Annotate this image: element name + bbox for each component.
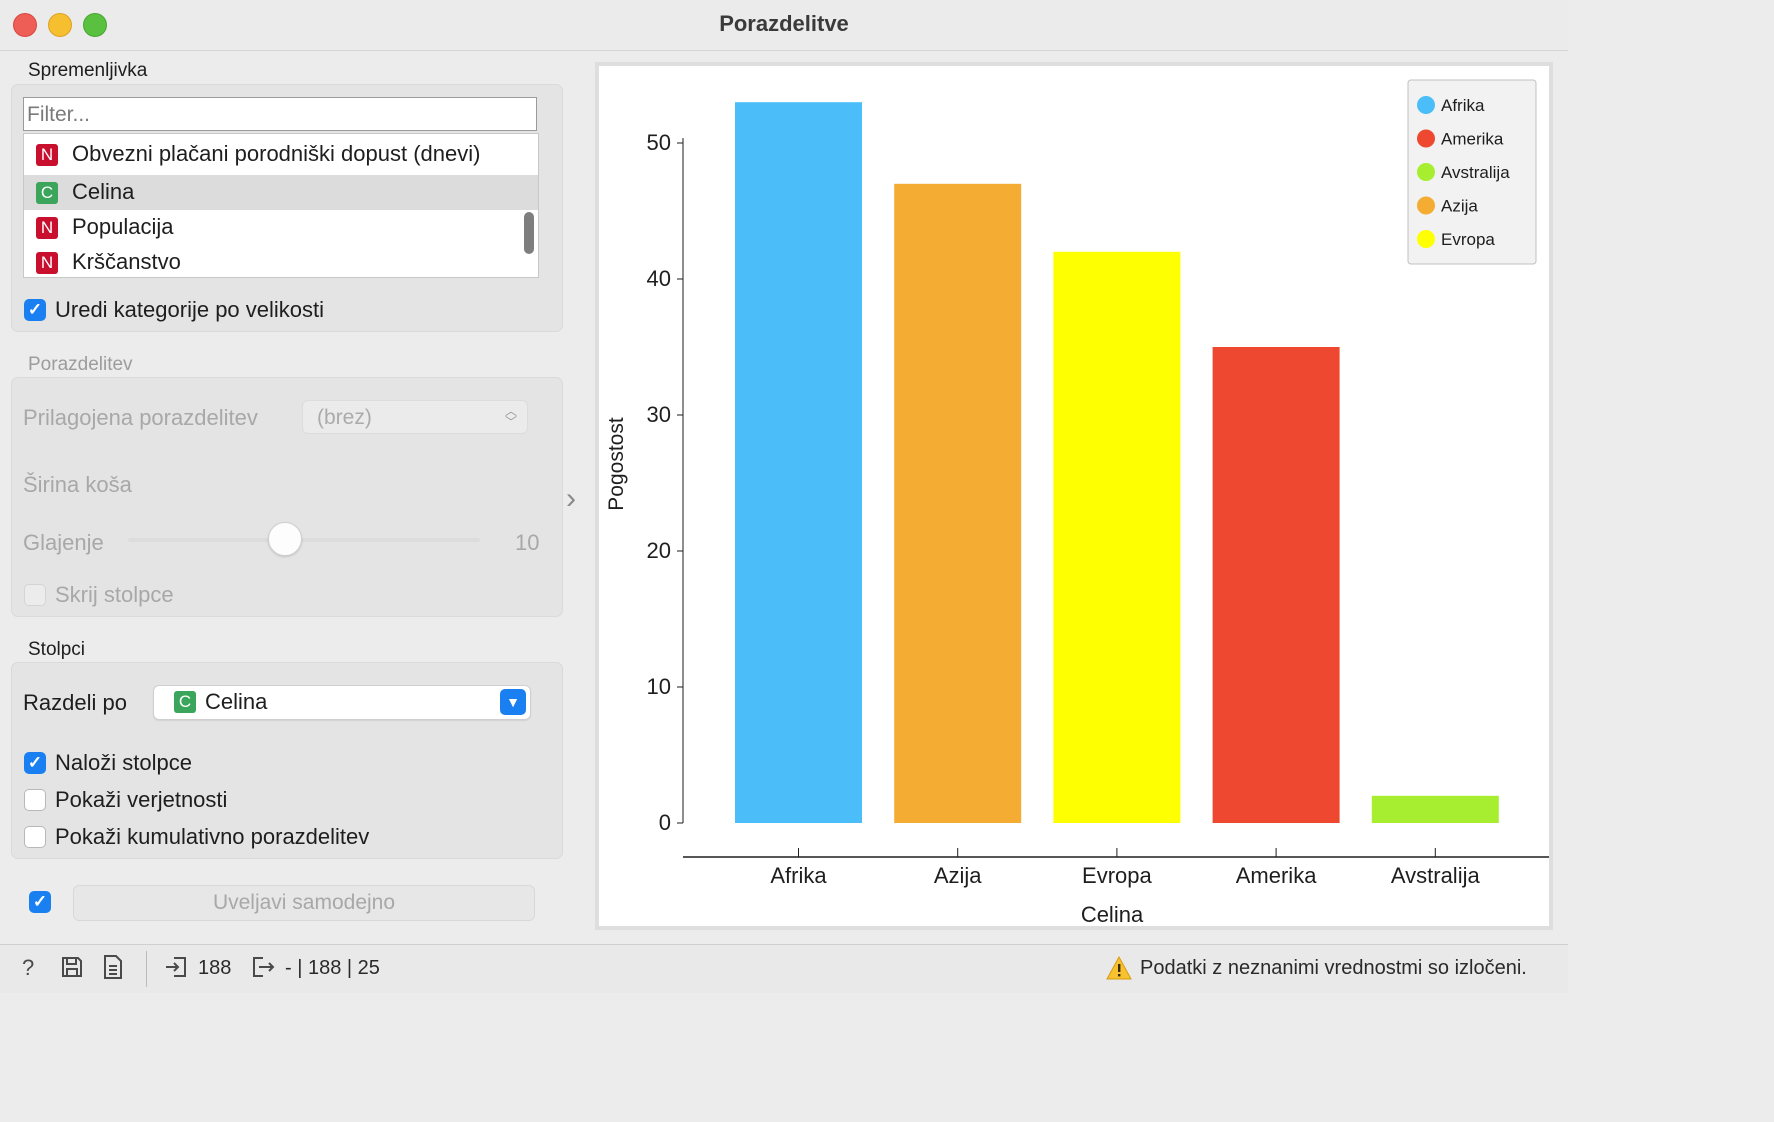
bar-azija <box>894 183 1022 824</box>
x-tick-label: Avstralija <box>1391 863 1481 888</box>
apply-button[interactable]: Uveljavi samodejno <box>73 885 535 921</box>
categorical-type-icon: C <box>174 691 196 713</box>
bar-chart[interactable]: 0 10 20 30 40 50 Pogostost Afrika Azija Evropa Ame… <box>599 66 1549 926</box>
stack-bars-checkbox[interactable]: ✓ <box>24 752 46 774</box>
chevron-down-icon[interactable]: ▼ <box>500 689 526 715</box>
updown-chevron-icon: ︿ ﹀ <box>504 404 517 429</box>
input-count: 188 <box>198 957 232 979</box>
input-icon <box>164 955 188 985</box>
stack-bars-label: Naloži stolpce <box>55 750 192 775</box>
list-item-label: Populacija <box>72 214 174 239</box>
status-separator <box>146 951 147 987</box>
sort-categories-checkbox[interactable]: ✓ <box>24 299 46 321</box>
y-tick-label: 20 <box>647 538 671 563</box>
smoothing-value: 10 <box>515 530 540 555</box>
filter-input[interactable]: Filter... <box>23 97 537 131</box>
title-bar: Porazdelitve <box>0 0 1568 51</box>
smoothing-slider-track[interactable] <box>128 538 480 542</box>
smoothing-slider-handle[interactable] <box>268 522 302 556</box>
x-tick-label: Azija <box>934 863 982 888</box>
legend-label: Avstralija <box>1441 163 1510 182</box>
list-item[interactable]: N Krščanstvo <box>24 245 538 277</box>
legend-box <box>1407 79 1537 265</box>
save-icon[interactable] <box>60 955 84 985</box>
output-summary: - | 188 | 25 <box>285 957 380 979</box>
show-probabilities-checkbox[interactable] <box>24 789 46 811</box>
close-window-button[interactable] <box>13 13 37 37</box>
y-axis-title: Pogostost <box>605 417 628 511</box>
output-icon <box>251 955 277 985</box>
y-tick-label: 50 <box>647 130 671 155</box>
custom-distribution-label: Prilagojena porazdelitev <box>23 405 258 430</box>
list-item[interactable]: N Obvezni plačani porodniški dopust (dne… <box>24 137 538 172</box>
bar-avstralija <box>1371 795 1499 823</box>
bar-amerika <box>1212 347 1340 823</box>
legend-swatch-amerika <box>1417 129 1435 148</box>
chart-pane: 0 10 20 30 40 50 Pogostost Afrika Azija Evropa Ame… <box>595 62 1553 930</box>
numeric-type-icon: N <box>36 252 58 274</box>
legend-swatch-avstralija <box>1417 163 1435 181</box>
variable-list[interactable]: N Obvezni plačani porodniški dopust (dne… <box>23 133 539 278</box>
numeric-type-icon: N <box>36 217 58 239</box>
list-item-selected[interactable]: C Celina <box>24 175 538 210</box>
list-item-label: Krščanstvo <box>72 249 181 274</box>
legend-swatch-azija <box>1417 196 1435 215</box>
distribution-section-title: Porazdelitev <box>28 354 133 375</box>
window-title: Porazdelitve <box>719 11 849 36</box>
split-by-select[interactable]: C Celina ▼ <box>153 685 531 720</box>
split-by-value: Celina <box>205 689 268 714</box>
y-tick-label: 10 <box>647 674 671 699</box>
bar-afrika <box>735 102 862 823</box>
hide-bars-label: Skrij stolpce <box>55 582 174 607</box>
warning-icon <box>1106 956 1132 980</box>
legend-label: Azija <box>1441 197 1478 216</box>
cumulative-label: Pokaži kumulativno porazdelitev <box>55 824 370 849</box>
show-probabilities-label: Pokaži verjetnosti <box>55 787 228 812</box>
hide-bars-checkbox[interactable] <box>24 584 46 606</box>
list-item-label: Obvezni plačani porodniški dopust (dnevi… <box>72 141 481 166</box>
legend-label: Amerika <box>1441 130 1504 149</box>
x-tick-label: Afrika <box>770 863 827 888</box>
columns-section-title: Stolpci <box>28 639 86 660</box>
legend-label: Evropa <box>1441 230 1495 249</box>
custom-distribution-select[interactable]: (brez) ︿ ﹀ <box>302 400 528 434</box>
bar-evropa <box>1053 251 1181 824</box>
x-tick-label: Evropa <box>1082 863 1152 888</box>
x-axis-title: Celina <box>1081 902 1144 926</box>
auto-apply-checkbox[interactable]: ✓ <box>29 891 51 913</box>
legend-swatch-afrika <box>1417 96 1435 114</box>
x-tick-label: Amerika <box>1236 863 1317 888</box>
sort-categories-label: Uredi kategorije po velikosti <box>55 297 325 322</box>
split-by-label: Razdeli po <box>23 690 127 715</box>
chevron-right-icon[interactable]: › <box>566 482 576 515</box>
list-item-label: Celina <box>72 179 135 204</box>
y-tick-label: 40 <box>647 266 671 291</box>
warning-text: Podatki z neznanimi vrednostmi so izloče… <box>1140 957 1527 979</box>
custom-distribution-value: (brez) <box>317 406 372 429</box>
status-bar: ? 188 - | 188 | 25 Podatki z neznanimi v… <box>0 944 1568 993</box>
y-tick-label: 0 <box>659 810 671 835</box>
list-item[interactable]: N Populacija <box>24 210 538 245</box>
bin-width-label: Širina koša <box>23 472 132 497</box>
variable-section-title: Spremenljivka <box>28 60 148 81</box>
help-icon[interactable]: ? <box>22 955 35 980</box>
cumulative-checkbox[interactable] <box>24 826 46 848</box>
numeric-type-icon: N <box>36 144 58 166</box>
categorical-type-icon: C <box>36 182 58 204</box>
smoothing-label: Glajenje <box>23 530 104 555</box>
legend-label: Afrika <box>1441 96 1485 115</box>
y-tick-label: 30 <box>647 402 671 427</box>
legend-swatch-evropa <box>1417 230 1435 248</box>
minimize-window-button[interactable] <box>48 13 72 37</box>
zoom-window-button[interactable] <box>83 13 107 37</box>
report-icon[interactable] <box>102 955 124 985</box>
list-scrollbar[interactable] <box>524 212 534 254</box>
